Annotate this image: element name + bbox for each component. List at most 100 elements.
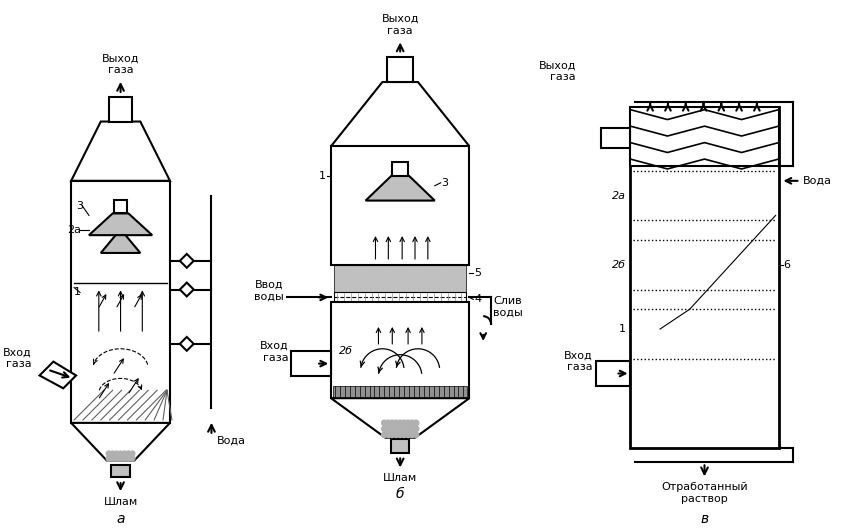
Polygon shape [331,398,470,438]
Circle shape [110,456,115,461]
Text: 5: 5 [475,268,481,278]
Polygon shape [365,176,435,201]
Text: Ввод
воды: Ввод воды [254,280,283,301]
Text: Выход
газа: Выход газа [539,60,576,82]
Bar [333,386,467,398]
Circle shape [398,420,403,426]
Bar [113,200,128,213]
Polygon shape [89,213,152,235]
Text: 4: 4 [475,295,481,304]
Text: Выход
газа: Выход газа [382,14,419,35]
Circle shape [386,420,391,426]
Circle shape [398,426,403,431]
Text: Вход
газа: Вход газа [564,351,593,372]
Bar [74,282,167,339]
Text: 6: 6 [783,260,790,270]
Circle shape [393,432,399,438]
Circle shape [389,432,395,438]
Circle shape [386,426,391,431]
Circle shape [393,420,399,426]
Circle shape [405,420,411,426]
Bar [334,265,466,293]
Bar [292,351,331,376]
Circle shape [409,426,415,431]
Bar [331,303,470,398]
Circle shape [382,426,387,431]
Circle shape [114,456,119,461]
Bar [111,465,130,477]
Text: 2а: 2а [67,225,81,235]
Bar [634,171,776,220]
Bar [596,361,630,386]
Bar [630,107,778,448]
Text: Выход
газа: Выход газа [102,53,140,75]
Circle shape [389,420,395,426]
Circle shape [107,456,111,461]
Circle shape [382,420,387,426]
Circle shape [409,420,415,426]
Circle shape [382,432,387,438]
Circle shape [413,426,419,431]
Text: Вход
газа: Вход газа [3,348,31,370]
Polygon shape [74,253,167,282]
Circle shape [122,456,127,461]
Circle shape [122,451,127,456]
Text: 3: 3 [442,178,448,188]
Bar [601,128,630,148]
Bar [634,309,776,359]
Polygon shape [101,235,140,253]
Text: Вода: Вода [217,436,245,446]
Text: 3: 3 [76,201,83,211]
Text: а: а [116,512,125,526]
Circle shape [126,451,131,456]
Polygon shape [180,254,194,268]
Circle shape [393,426,399,431]
Circle shape [126,456,131,461]
Circle shape [386,432,391,438]
Bar [393,162,408,176]
Bar [331,146,470,265]
Text: Шлам: Шлам [383,473,417,483]
Text: Слив
воды: Слив воды [493,297,523,318]
Circle shape [413,432,419,438]
Circle shape [401,420,407,426]
Circle shape [130,456,135,461]
Circle shape [405,426,411,431]
Bar [108,97,133,121]
Bar [392,439,409,452]
Text: 1: 1 [74,287,81,297]
Bar [74,339,167,420]
Text: в: в [700,512,709,526]
Bar [334,293,466,303]
Polygon shape [71,121,170,181]
Text: 2б: 2б [612,260,625,270]
Text: Шлам: Шлам [103,497,138,507]
Text: 1: 1 [618,324,625,334]
Circle shape [389,426,395,431]
Text: 2а: 2а [612,191,625,201]
Bar [630,107,778,166]
Circle shape [409,432,415,438]
Polygon shape [180,282,194,296]
Text: Вода: Вода [804,176,832,186]
Polygon shape [180,337,194,351]
Circle shape [107,451,111,456]
Circle shape [413,420,419,426]
Circle shape [401,426,407,431]
Circle shape [401,432,407,438]
Polygon shape [71,423,170,460]
Circle shape [398,432,403,438]
Polygon shape [40,362,76,388]
Circle shape [114,451,119,456]
Text: Отработанный
раствор: Отработанный раствор [662,482,748,504]
Text: 1: 1 [319,171,326,181]
Text: Вход
газа: Вход газа [260,341,288,363]
Polygon shape [331,82,470,146]
Bar [634,240,776,289]
Circle shape [118,456,123,461]
Text: б: б [396,487,404,501]
Text: 2б: 2б [339,346,353,356]
Circle shape [405,432,411,438]
Bar [71,181,170,423]
Circle shape [110,451,115,456]
